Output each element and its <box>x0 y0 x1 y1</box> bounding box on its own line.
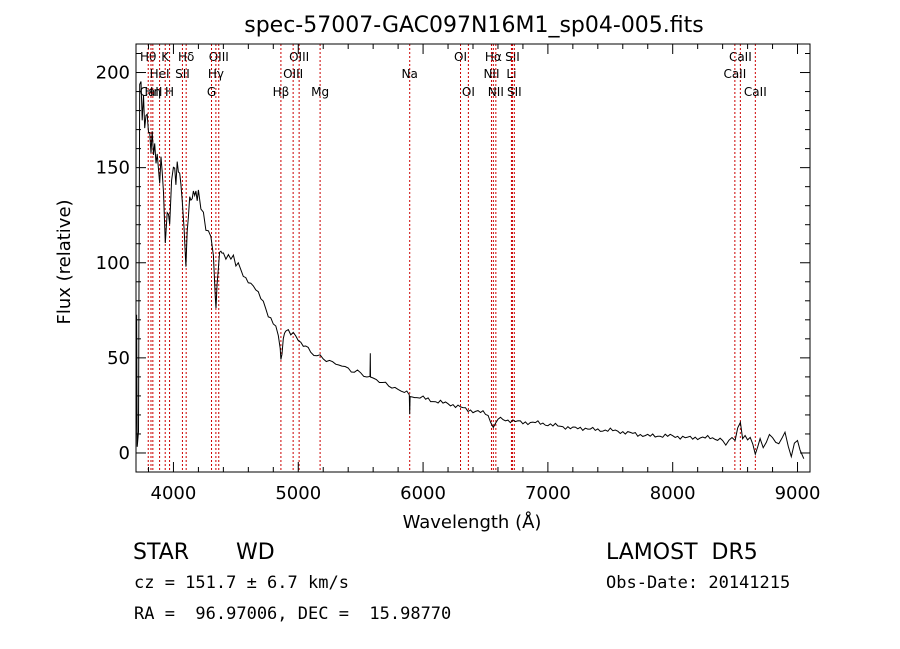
velocity-label: cz = 151.7 ± 6.7 km/s <box>134 573 349 593</box>
object-subclass-label: WD <box>236 540 275 565</box>
line-label-20: NII <box>488 85 504 99</box>
y-tick-label-0: 0 <box>119 443 130 464</box>
line-label-9: Hγ <box>208 67 224 81</box>
x-tick-label-4: 8000 <box>650 483 696 504</box>
x-tick-label-0: 4000 <box>151 483 197 504</box>
line-label-23: SII <box>507 85 522 99</box>
line-label-14: Mg <box>311 85 329 99</box>
x-axis-label: Wavelength (Å) <box>403 511 542 533</box>
x-tick-label-2: 6000 <box>400 483 446 504</box>
line-label-10: G <box>207 85 216 99</box>
line-label-3: Hη <box>145 85 162 99</box>
x-tick-label-5: 9000 <box>775 483 821 504</box>
line-label-15: Na <box>402 67 418 81</box>
line-label-21: SII <box>505 50 520 64</box>
line-label-17: OI <box>462 85 475 99</box>
y-tick-label-4: 200 <box>96 63 130 84</box>
line-label-24: CaII <box>729 50 752 64</box>
obs-date-label: Obs-Date: 20141215 <box>606 573 791 593</box>
spectral-line-markers: Hθ CaII HeI Hη K H Hδ SII OIII Hγ G Hβ OIII OIII Mg Na O… <box>140 44 767 472</box>
line-label-16: OI <box>454 50 467 64</box>
line-label-4: K <box>161 50 170 64</box>
plot-frame <box>135 43 811 473</box>
line-label-11: Hβ <box>273 85 290 99</box>
object-class-label: STAR <box>133 540 190 565</box>
survey-label: LAMOST DR5 <box>606 540 758 565</box>
line-label-6: Hδ <box>178 50 194 64</box>
line-label-26: CaII <box>744 85 767 99</box>
spectrum-chart: spec-57007-GAC097N16M1_sp04-005.fits Hθ C… <box>54 13 821 533</box>
line-label-22: Li <box>506 67 516 81</box>
chart-title: spec-57007-GAC097N16M1_sp04-005.fits <box>244 13 704 38</box>
line-label-1: CaII <box>140 85 163 99</box>
coordinates-label: RA = 96.97006, DEC = 15.98770 <box>134 604 452 624</box>
line-label-18: Hα <box>485 50 502 64</box>
line-label-12: OIII <box>289 50 309 64</box>
y-tick-label-2: 100 <box>96 253 130 274</box>
line-label-8: OIII <box>209 50 229 64</box>
axis-ticks: 4000 5000 6000 7000 8000 9000 0 50 100 150 200 <box>96 44 821 504</box>
line-label-5: H <box>165 85 174 99</box>
y-tick-label-1: 50 <box>107 348 130 369</box>
line-label-13: OIII <box>283 67 303 81</box>
y-axis-label: Flux (relative) <box>54 199 75 324</box>
line-label-2: HeI <box>150 67 170 81</box>
x-tick-label-1: 5000 <box>275 483 321 504</box>
line-label-19: NII <box>483 67 499 81</box>
y-tick-label-3: 150 <box>96 158 130 179</box>
line-label-25: CaII <box>723 67 746 81</box>
line-label-0: Hθ <box>140 50 156 64</box>
plot-axes <box>135 43 811 473</box>
spectrum-series-line <box>135 81 805 459</box>
line-label-7: SII <box>175 67 190 81</box>
x-tick-label-3: 7000 <box>525 483 571 504</box>
